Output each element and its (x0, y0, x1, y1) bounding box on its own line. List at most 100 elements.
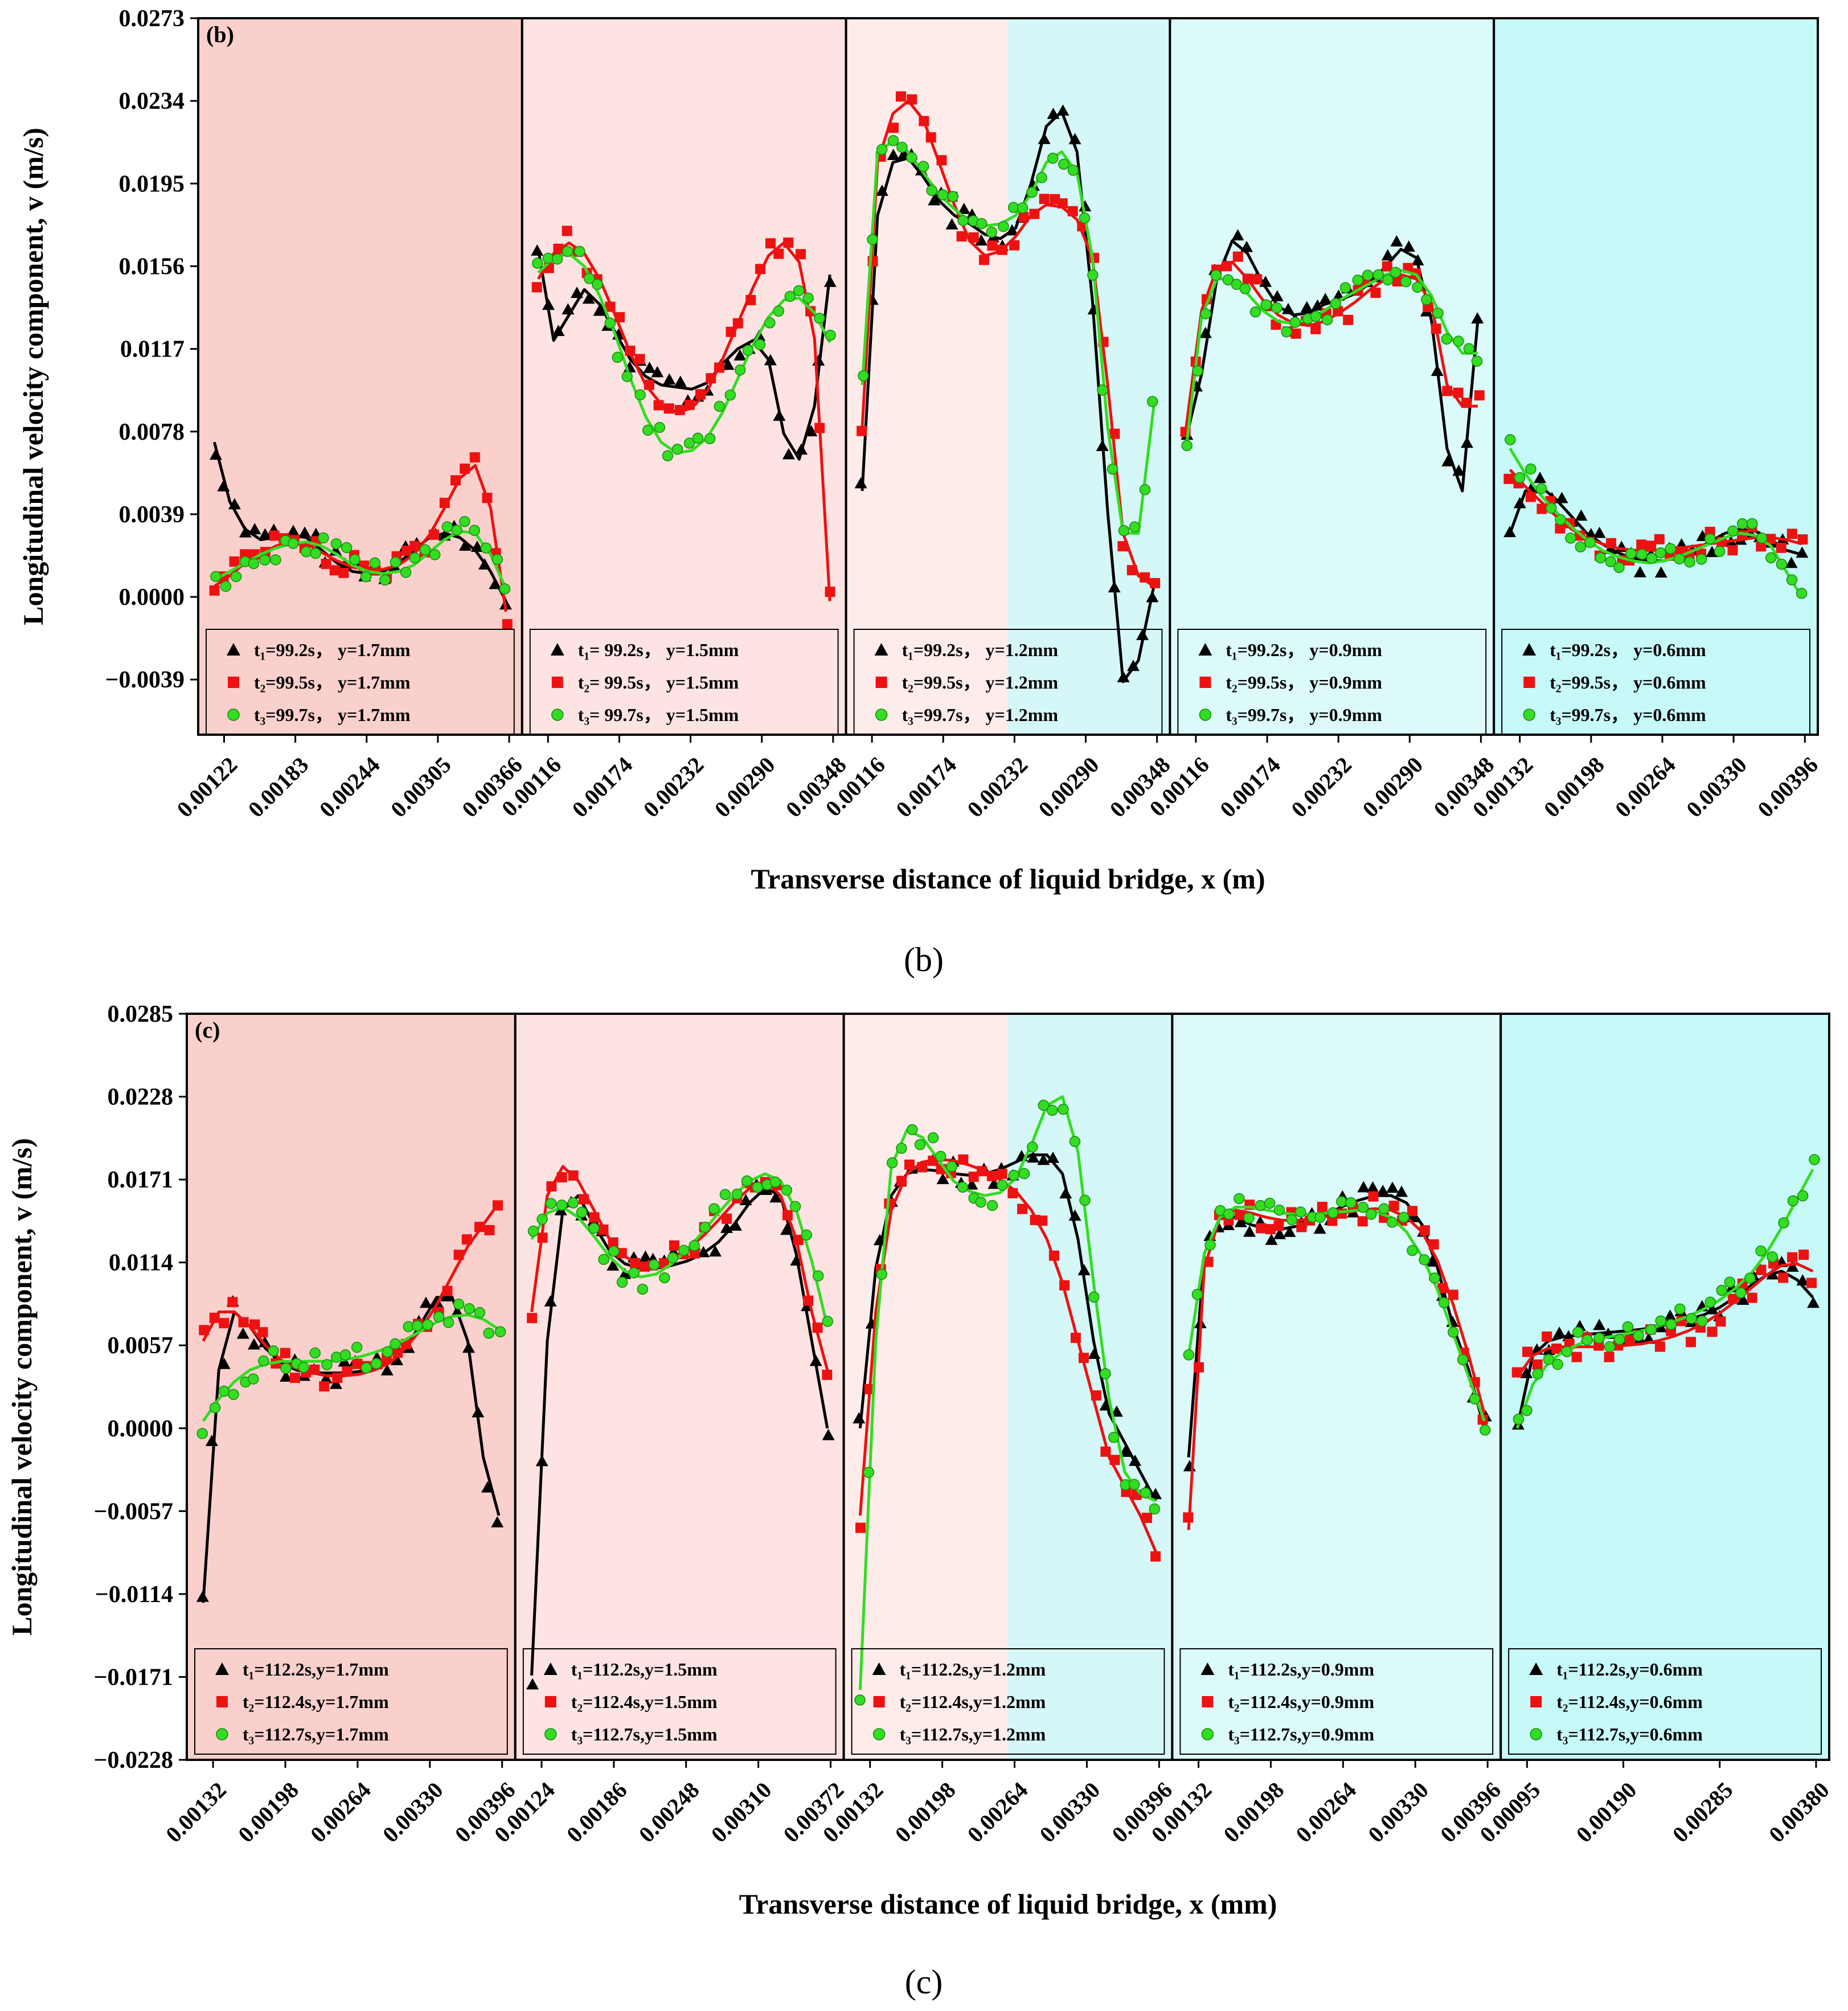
data-point-t3 (867, 234, 878, 245)
legend-marker-t3 (875, 708, 888, 721)
data-point-t2 (1126, 565, 1137, 576)
legend-label-t2: t₂=99.5s， y=0.6mm (1550, 672, 1706, 693)
data-point-t2 (1194, 1362, 1204, 1373)
data-point-t3 (784, 290, 796, 302)
legend-marker-t1 (227, 643, 240, 656)
data-point-t2 (401, 545, 412, 556)
legend-label-t2: t₂=112.4s,y=0.9mm (1228, 1691, 1374, 1712)
data-point-t1 (936, 1173, 949, 1185)
data-point-t2 (1536, 503, 1547, 514)
data-point-t1 (651, 366, 664, 378)
legend-box (1508, 1648, 1822, 1755)
data-point-t1 (887, 149, 900, 160)
data-point-t3 (483, 1328, 495, 1339)
data-point-t1 (1047, 108, 1060, 119)
data-point-t3 (1796, 588, 1808, 599)
data-point-t1 (1046, 1152, 1059, 1163)
data-point-t3 (1281, 326, 1292, 338)
data-point-t1 (1108, 581, 1121, 593)
data-point-t1 (1146, 591, 1159, 603)
data-point-t2 (805, 306, 816, 317)
data-point-t1 (1431, 364, 1444, 376)
legend-marker-t3 (1199, 708, 1212, 721)
data-point-t2 (1448, 1289, 1458, 1300)
data-point-t2 (342, 1366, 353, 1377)
data-point-t1 (571, 286, 584, 298)
data-point-t2 (1142, 1513, 1153, 1523)
data-point-t2 (1017, 1203, 1028, 1214)
data-point-t3 (692, 432, 704, 444)
data-point-t2 (919, 116, 929, 126)
data-point-t2 (1050, 194, 1060, 204)
data-point-t1 (1357, 1181, 1370, 1193)
data-point-t2 (1551, 1344, 1562, 1354)
legend-label-t3: t₃=112.7s,y=0.9mm (1228, 1724, 1374, 1744)
data-point-t3 (917, 161, 929, 172)
panel-c-3: t₁=112.2s,y=1.2mm t₂=112.4s,y=1.2mm t₃=112… (818, 1013, 1177, 1848)
data-point-t3 (1183, 1349, 1195, 1361)
data-point-t3 (369, 557, 381, 569)
data-point-t3 (351, 1341, 363, 1353)
data-point-t2 (1067, 206, 1078, 216)
data-point-t2 (1310, 323, 1321, 334)
data-point-t3 (754, 339, 766, 350)
data-point-t2 (450, 475, 461, 486)
data-point-t3 (764, 317, 776, 329)
data-point-t1 (1199, 326, 1212, 338)
data-point-t3 (1565, 533, 1576, 544)
data-point-t1 (1503, 526, 1517, 538)
data-point-t1 (239, 526, 252, 538)
data-point-t3 (1058, 158, 1070, 170)
data-point-t3 (714, 400, 726, 412)
data-point-t3 (671, 444, 683, 455)
data-point-t1 (1471, 312, 1484, 323)
data-point-t3 (1543, 1354, 1555, 1365)
y-tick-label: −0.0114 (95, 1582, 173, 1608)
data-point-t3 (1704, 533, 1716, 544)
data-point-t3 (616, 1276, 628, 1288)
data-point-t1 (1265, 1234, 1278, 1245)
data-point-t3 (825, 329, 836, 341)
data-point-t3 (1453, 335, 1464, 347)
data-point-t3 (887, 135, 899, 146)
data-point-t3 (1398, 1211, 1409, 1223)
data-point-t2 (1392, 276, 1403, 286)
data-point-t2 (1756, 1264, 1767, 1275)
data-point-t3 (1018, 1168, 1030, 1179)
data-point-t2 (796, 249, 806, 260)
data-point-t3 (863, 1467, 875, 1478)
legend-label-t2: t₂=99.5s， y=1.7mm (254, 672, 411, 693)
data-point-t1 (822, 1428, 835, 1440)
data-point-t2 (1461, 398, 1472, 408)
data-point-t3 (1746, 518, 1758, 530)
data-point-t2 (1542, 1331, 1552, 1342)
x-tick-label: 0.00396 (1752, 752, 1823, 822)
legend-marker-t1 (543, 1662, 558, 1675)
data-point-t3 (1345, 1197, 1357, 1209)
data-point-t1 (1056, 104, 1070, 116)
data-point-t3 (1463, 343, 1475, 354)
data-point-t2 (579, 1194, 589, 1205)
data-point-t3 (604, 317, 616, 329)
data-point-t3 (1595, 552, 1607, 564)
data-point-t2 (598, 1224, 609, 1235)
data-point-t1 (1706, 1303, 1719, 1314)
data-point-t1 (1099, 1399, 1112, 1411)
data-point-t1 (1319, 293, 1332, 304)
data-point-t2 (1756, 541, 1767, 552)
data-point-t2 (1370, 288, 1381, 298)
data-point-t3 (719, 1189, 731, 1201)
data-point-t3 (628, 1267, 640, 1279)
data-point-t3 (724, 389, 736, 401)
data-point-t3 (1797, 1190, 1809, 1202)
data-point-t3 (896, 1142, 907, 1154)
data-point-t2 (321, 559, 331, 570)
data-point-t1 (1376, 1184, 1390, 1196)
data-point-t3 (1633, 1330, 1644, 1341)
data-point-t3 (1107, 463, 1118, 475)
data-point-t1 (1366, 1181, 1379, 1193)
data-point-t2 (755, 264, 766, 275)
data-point-t3 (648, 1259, 660, 1271)
data-point-t1 (1037, 1153, 1050, 1165)
data-point-t2 (199, 1325, 210, 1336)
